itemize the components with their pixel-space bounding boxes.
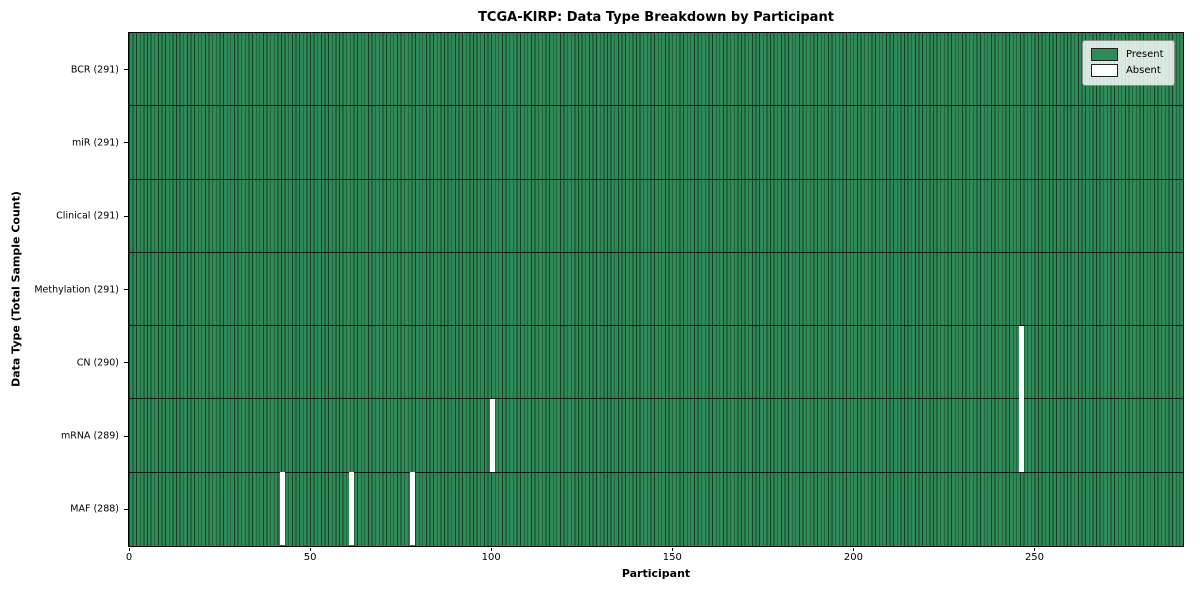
row-separator — [128, 398, 1183, 400]
x-tick-mark — [309, 547, 311, 551]
legend-item-present: Present — [1090, 47, 1164, 63]
x-tick-label-100: 100 — [481, 552, 501, 563]
y-tick-label-methylation: Methylation (291) — [34, 284, 119, 295]
y-tick-label-mrna: mRNA (289) — [60, 430, 119, 442]
legend-label: Present — [1125, 49, 1164, 60]
legend-swatch-absent — [1090, 64, 1118, 77]
y-tick-label-bcr: BCR (291) — [70, 64, 119, 76]
plot-area: Present Absent — [127, 31, 1184, 547]
absent-marker-maf-42 — [280, 472, 285, 546]
absent-marker-mrna-100 — [490, 398, 495, 473]
x-tick-label-200: 200 — [843, 552, 863, 563]
row-separator — [128, 105, 1183, 107]
x-tick-label-250: 250 — [1024, 552, 1045, 563]
legend: Present Absent — [1081, 39, 1175, 86]
y-tick-mark — [124, 215, 128, 217]
x-tick-mark — [1033, 547, 1035, 551]
y-tick-label-mir: miR (291) — [71, 137, 119, 149]
x-tick-mark — [671, 547, 673, 551]
y-tick-mark — [124, 142, 128, 144]
absent-marker-cn-246 — [1018, 325, 1024, 399]
legend-item-absent: Absent — [1090, 63, 1164, 79]
absent-marker-maf-78 — [410, 472, 416, 546]
y-tick-mark — [124, 435, 128, 437]
y-tick-label-clinical: Clinical (291) — [56, 210, 119, 222]
x-axis-label: Participant — [621, 567, 691, 580]
row-separator — [128, 251, 1183, 253]
x-tick-mark — [128, 547, 130, 551]
absent-marker-maf-61 — [348, 472, 354, 546]
absent-marker-mrna-246 — [1018, 398, 1024, 473]
y-tick-mark — [124, 289, 128, 290]
x-tick-label-0: 0 — [125, 552, 133, 563]
y-tick-label-maf: MAF (288) — [70, 503, 119, 515]
x-tick-mark — [852, 547, 854, 551]
y-tick-mark — [124, 508, 128, 510]
row-separator — [128, 178, 1183, 180]
chart-title: TCGA-KIRP: Data Type Breakdown by Partic… — [478, 10, 834, 25]
y-tick-mark — [124, 362, 128, 364]
row-separator — [128, 471, 1183, 473]
row-separator — [128, 325, 1183, 327]
y-tick-label-cn: CN (290) — [76, 357, 119, 369]
legend-label: Absent — [1125, 65, 1161, 76]
y-tick-mark — [124, 69, 128, 71]
legend-swatch-present — [1090, 48, 1118, 61]
x-tick-label-50: 50 — [303, 552, 317, 563]
x-tick-label-150: 150 — [662, 552, 682, 563]
x-tick-mark — [490, 547, 492, 551]
